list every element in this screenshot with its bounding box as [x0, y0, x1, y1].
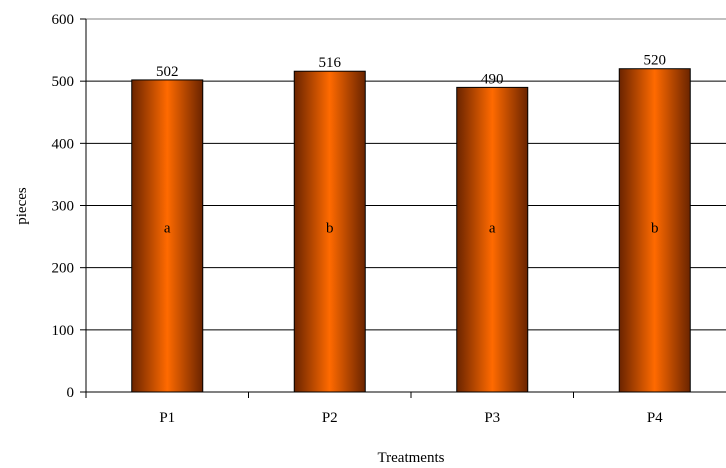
y-tick-label: 300 — [52, 199, 75, 215]
significance-letter: b — [651, 220, 659, 236]
data-label: 516 — [319, 55, 342, 71]
x-tick-label: P2 — [322, 410, 338, 426]
data-label: 490 — [481, 71, 504, 87]
significance-letter: b — [326, 220, 334, 236]
bar-p3 — [456, 86, 529, 393]
y-tick-label: 600 — [52, 12, 75, 28]
y-tick-label: 0 — [67, 385, 75, 401]
bar-p1 — [131, 79, 204, 393]
x-tick-label: P3 — [484, 410, 500, 426]
x-axis-title: Treatments — [378, 450, 445, 466]
y-tick-label: 500 — [52, 74, 75, 90]
data-label: 520 — [644, 53, 667, 69]
plot-area: 0 100 200 300 400 500 600 502 a P1 516 b P2 490 a P3 520… — [52, 12, 726, 426]
y-tick-label: 200 — [52, 261, 75, 277]
data-label: 502 — [156, 64, 179, 80]
x-tick-label: P4 — [647, 410, 663, 426]
bar-p4 — [618, 68, 691, 393]
bar-p2 — [293, 70, 366, 393]
y-tick-label: 100 — [52, 323, 75, 339]
significance-letter: a — [164, 220, 171, 236]
x-tick-label: P1 — [159, 410, 175, 426]
y-tick-label: 400 — [52, 136, 75, 152]
significance-letter: a — [489, 220, 496, 236]
y-axis-title: pieces — [14, 187, 30, 225]
